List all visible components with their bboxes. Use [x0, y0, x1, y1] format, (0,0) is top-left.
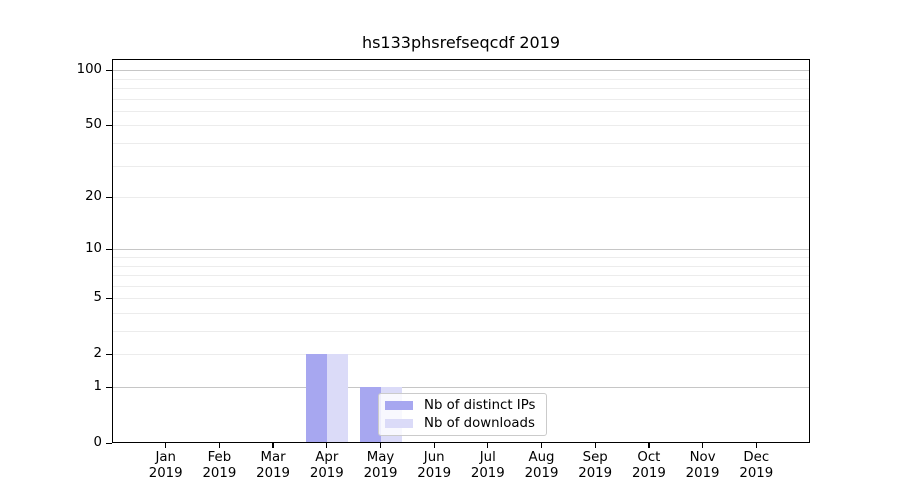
- gridline-minor: [113, 265, 809, 267]
- x-tick: [540, 443, 543, 448]
- x-tick-month: Sep: [582, 450, 608, 465]
- gridline-minor: [113, 298, 809, 300]
- x-tick-label: Jul 2019: [456, 450, 520, 481]
- x-tick-month: Apr: [315, 450, 339, 465]
- legend: Nb of distinct IPs Nb of downloads: [378, 393, 547, 436]
- x-tick: [755, 443, 757, 448]
- legend-item-distinct-ips: Nb of distinct IPs: [385, 397, 540, 415]
- gridline-minor: [113, 88, 809, 89]
- gridline-minor: [113, 98, 809, 100]
- y-tick-label: 1: [93, 379, 102, 394]
- x-tick-year: 2019: [685, 465, 720, 481]
- y-tick-label: 0: [93, 435, 102, 450]
- y-tick: [106, 386, 112, 388]
- gridline-major: [113, 387, 809, 388]
- gridline-minor: [113, 143, 809, 144]
- legend-item-downloads: Nb of downloads: [385, 415, 540, 433]
- x-tick: [487, 443, 489, 448]
- gridline-major: [113, 249, 809, 251]
- x-tick-year: 2019: [417, 465, 452, 481]
- bar-distinct-ips-apr: [305, 354, 327, 442]
- y-tick-label: 100: [76, 62, 102, 78]
- gridline-minor: [113, 285, 809, 287]
- y-tick: [106, 248, 112, 251]
- x-tick-month: Jan: [155, 450, 176, 465]
- x-tick-label: Dec 2019: [724, 450, 788, 481]
- x-tick-month: May: [366, 450, 395, 465]
- x-tick: [648, 443, 650, 448]
- x-tick-month: Feb: [207, 450, 232, 465]
- gridline-minor: [113, 257, 809, 258]
- gridline-minor: [113, 354, 809, 356]
- x-tick-label: Nov 2019: [671, 450, 735, 481]
- plot-area: [112, 59, 810, 443]
- x-tick-month: Aug: [528, 450, 555, 465]
- x-tick-label: Feb 2019: [187, 450, 251, 481]
- x-tick: [218, 443, 221, 448]
- y-tick-label: 2: [93, 346, 102, 362]
- x-tick: [433, 443, 435, 448]
- x-tick-year: 2019: [631, 465, 666, 481]
- legend-label-downloads: Nb of downloads: [424, 415, 535, 431]
- y-tick: [106, 353, 112, 356]
- y-tick: [106, 69, 112, 72]
- x-tick-label: Sep 2019: [563, 450, 627, 481]
- legend-swatch-distinct-ips: [385, 401, 413, 411]
- x-tick-label: Aug 2019: [510, 450, 574, 481]
- x-tick-year: 2019: [739, 465, 774, 481]
- gridline-major: [113, 70, 809, 72]
- y-tick: [106, 442, 112, 444]
- x-tick: [165, 443, 167, 448]
- x-tick-label: Mar 2019: [241, 450, 305, 481]
- gridline-minor: [113, 78, 809, 80]
- bar-distinct-ips-may: [359, 387, 381, 442]
- x-tick-year: 2019: [524, 465, 559, 481]
- x-tick: [272, 443, 274, 448]
- gridline-minor: [113, 110, 809, 112]
- bar-downloads-apr: [326, 354, 348, 442]
- x-tick: [379, 443, 382, 448]
- legend-label-distinct-ips: Nb of distinct IPs: [424, 398, 536, 414]
- gridline-minor: [113, 125, 809, 127]
- y-tick-label: 50: [85, 117, 102, 133]
- x-tick: [326, 443, 328, 448]
- x-tick-year: 2019: [363, 465, 398, 481]
- x-tick-year: 2019: [309, 465, 344, 481]
- x-tick-month: Jul: [479, 450, 496, 465]
- x-tick-year: 2019: [578, 465, 613, 481]
- x-tick: [594, 443, 596, 448]
- y-tick-label: 20: [85, 189, 102, 205]
- x-tick-month: Jun: [423, 450, 445, 465]
- y-tick: [106, 297, 112, 300]
- chart-title: hs133phsrefseqcdf 2019: [361, 33, 561, 52]
- gridline-minor: [113, 313, 809, 314]
- y-tick: [106, 196, 112, 198]
- y-tick-label: 5: [93, 290, 102, 306]
- x-tick-label: Jan 2019: [134, 450, 198, 481]
- x-tick-label: Jun 2019: [402, 450, 466, 481]
- x-tick-label: Oct 2019: [617, 450, 681, 481]
- x-tick-label: Apr 2019: [295, 450, 359, 481]
- x-tick-year: 2019: [470, 465, 505, 481]
- legend-swatch-downloads: [385, 418, 413, 428]
- x-tick-month: Nov: [689, 450, 716, 465]
- x-tick-label: May 2019: [349, 450, 413, 481]
- gridline-minor: [113, 331, 809, 332]
- x-tick-year: 2019: [148, 465, 183, 481]
- gridline-minor: [113, 197, 809, 199]
- x-tick-year: 2019: [256, 465, 291, 481]
- gridline-minor: [113, 165, 809, 167]
- x-tick: [701, 443, 704, 448]
- x-tick-month: Oct: [637, 450, 661, 465]
- x-tick-year: 2019: [202, 465, 237, 481]
- y-tick-label: 10: [85, 241, 102, 257]
- x-tick-month: Dec: [743, 450, 770, 465]
- y-tick: [106, 124, 112, 127]
- gridline-minor: [113, 275, 809, 276]
- x-tick-month: Mar: [260, 450, 286, 465]
